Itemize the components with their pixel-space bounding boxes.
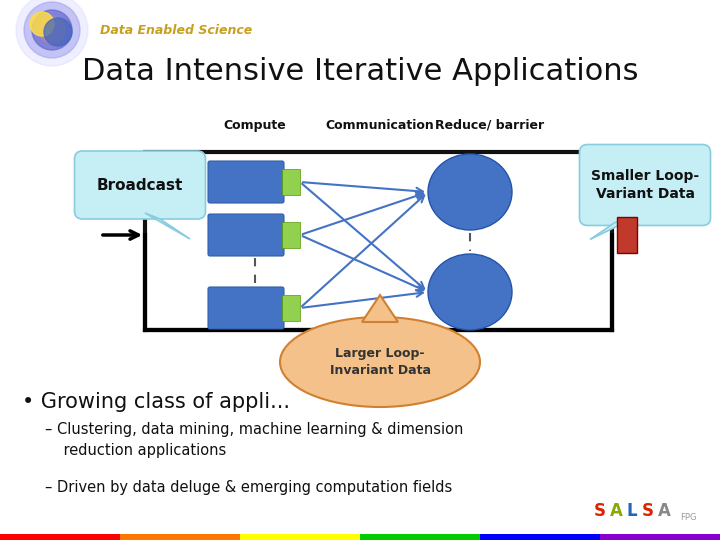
Ellipse shape [428, 254, 512, 330]
Text: – Clustering, data mining, machine learning & dimension
    reduction applicatio: – Clustering, data mining, machine learn… [45, 422, 464, 458]
FancyBboxPatch shape [208, 214, 284, 256]
Text: Data Enabled Science: Data Enabled Science [100, 24, 252, 37]
Circle shape [24, 2, 80, 58]
Text: A: A [657, 502, 670, 520]
FancyBboxPatch shape [208, 287, 284, 329]
Bar [120, 534, 240, 540]
Bar [282, 169, 300, 195]
Text: Data Intensive Iterative Applications: Data Intensive Iterative Applications [82, 57, 638, 86]
FancyBboxPatch shape [208, 161, 284, 203]
Text: L: L [626, 502, 637, 520]
Text: • Growing class of appli...: • Growing class of appli... [22, 392, 290, 412]
Bar [0, 534, 120, 540]
Text: Communication: Communication [325, 119, 434, 132]
Text: S: S [594, 502, 606, 520]
Text: – Driven by data deluge & emerging computation fields: – Driven by data deluge & emerging compu… [45, 480, 452, 495]
Text: S: S [642, 502, 654, 520]
Text: Larger Loop-
Invariant Data: Larger Loop- Invariant Data [330, 347, 431, 377]
Bar [360, 534, 480, 540]
Text: FPG: FPG [680, 513, 696, 522]
Polygon shape [362, 295, 398, 322]
Ellipse shape [428, 154, 512, 230]
Text: A: A [610, 502, 622, 520]
Polygon shape [590, 218, 635, 240]
Text: Reduce/ barrier: Reduce/ barrier [436, 119, 544, 132]
Text: Broadcast: Broadcast [96, 178, 183, 192]
FancyBboxPatch shape [74, 151, 205, 219]
Bar [282, 295, 300, 321]
Circle shape [39, 17, 65, 43]
Bar [600, 534, 720, 540]
Bar [617, 217, 637, 253]
Circle shape [16, 0, 88, 66]
FancyBboxPatch shape [580, 145, 711, 226]
Ellipse shape [280, 317, 480, 407]
Bar [145, 152, 612, 330]
Bar [480, 534, 600, 540]
Text: Smaller Loop-
Variant Data: Smaller Loop- Variant Data [591, 169, 699, 201]
Circle shape [44, 18, 72, 46]
Bar [240, 534, 360, 540]
Text: Compute: Compute [224, 119, 287, 132]
Polygon shape [145, 213, 190, 239]
Circle shape [32, 10, 72, 50]
Bar [282, 222, 300, 248]
Circle shape [30, 12, 54, 36]
Text: New Iteration: New Iteration [90, 202, 186, 215]
